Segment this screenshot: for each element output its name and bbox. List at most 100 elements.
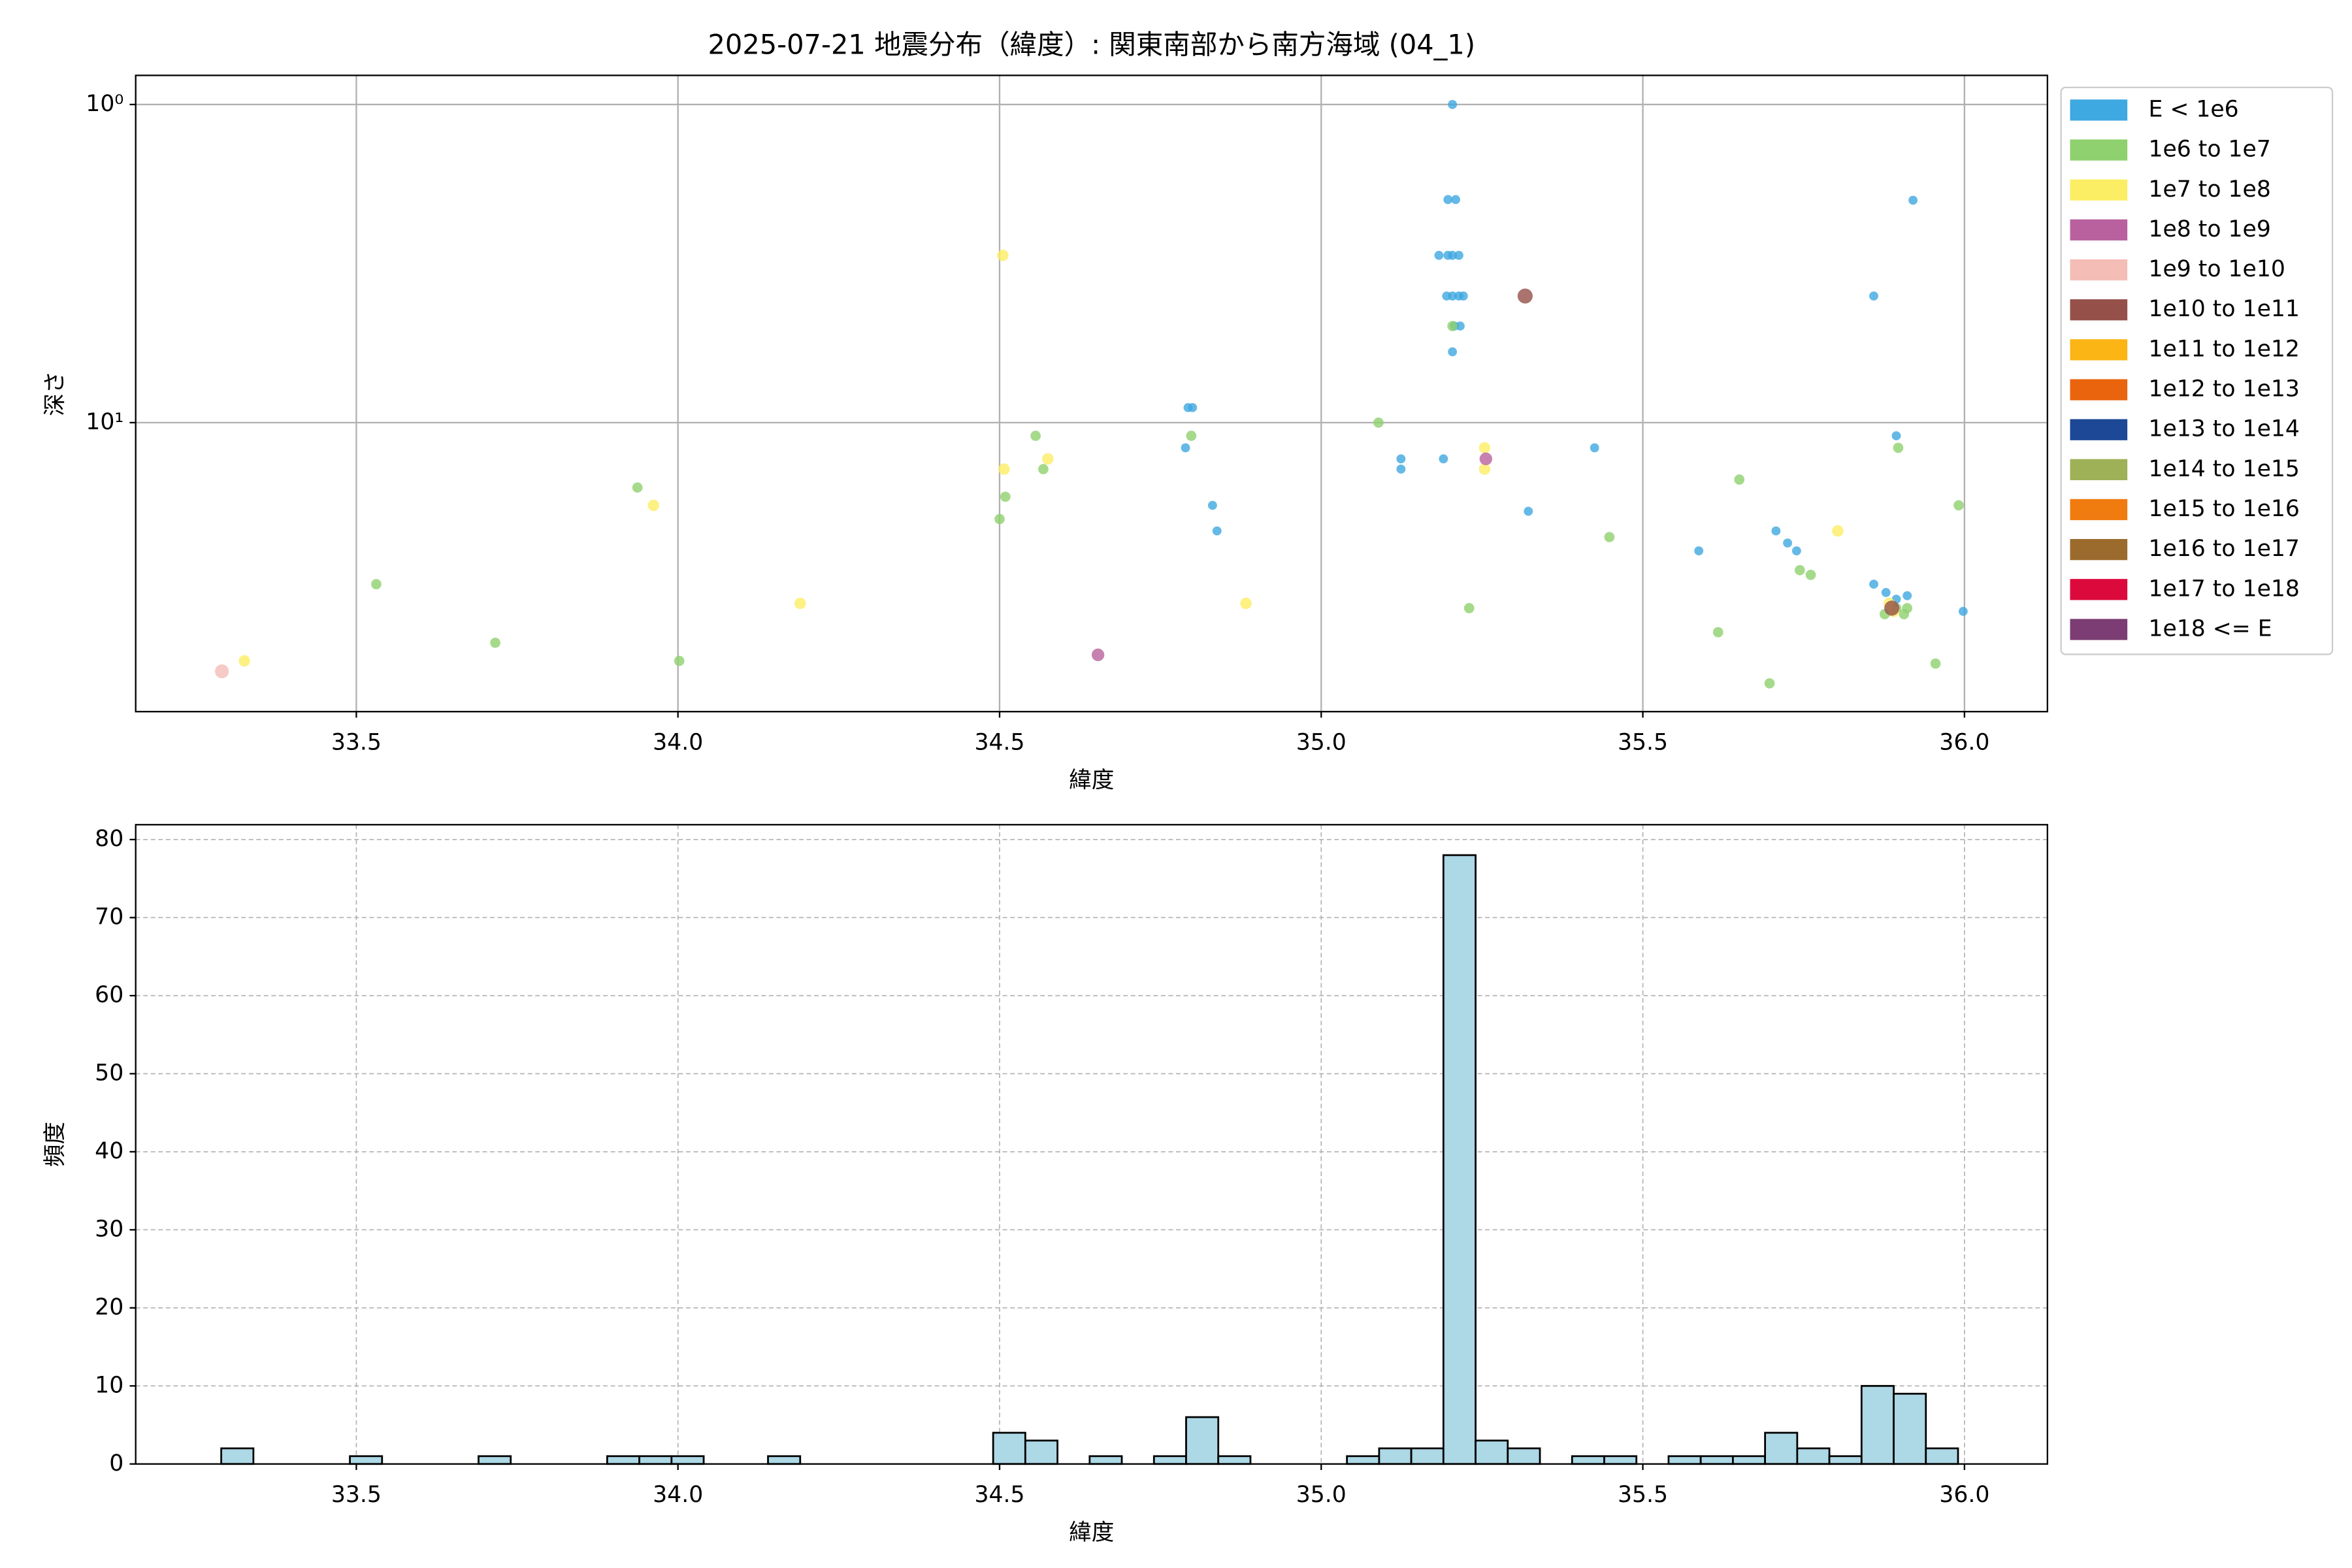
point: [1832, 525, 1844, 537]
legend-label: 1e13 to 1e14: [2148, 416, 2299, 442]
bar: [767, 1455, 802, 1465]
legend-label: 1e7 to 1e8: [2148, 176, 2270, 203]
legend-label: 1e12 to 1e13: [2148, 376, 2299, 402]
point: [1434, 250, 1444, 260]
point: [1771, 526, 1781, 536]
point: [1694, 546, 1704, 556]
bar: [1442, 854, 1477, 1465]
point: [1930, 658, 1941, 669]
legend-label: 1e14 to 1e15: [2148, 456, 2299, 482]
bar: [670, 1455, 705, 1465]
y-tick-label: 40: [95, 1138, 123, 1164]
point: [1448, 291, 1458, 301]
point: [1881, 587, 1891, 597]
legend-label: 1e16 to 1e17: [2148, 536, 2299, 562]
legend-swatch: [2070, 579, 2128, 600]
y-axis-label: 深さ: [42, 371, 68, 416]
point: [1478, 442, 1491, 454]
y-axis-label: 頻度: [42, 1122, 68, 1167]
point: [1186, 431, 1197, 441]
legend-swatch: [2070, 619, 2128, 640]
point: [1447, 321, 1458, 331]
legend-swatch: [2070, 99, 2128, 121]
legend-swatch: [2070, 219, 2128, 241]
point: [1869, 291, 1878, 301]
point: [1038, 464, 1049, 474]
point: [1448, 347, 1458, 357]
bar: [1667, 1455, 1702, 1465]
legend-swatch: [2070, 259, 2128, 281]
point: [1207, 500, 1217, 510]
point: [1451, 195, 1460, 204]
point: [1463, 602, 1475, 613]
point: [1091, 648, 1105, 662]
point: [1893, 442, 1904, 453]
point: [1212, 526, 1222, 536]
point: [1479, 452, 1493, 466]
point: [1712, 627, 1723, 638]
bar: [1088, 1455, 1123, 1465]
bar: [606, 1455, 640, 1465]
x-tick-label: 33.5: [331, 730, 382, 756]
legend-label: 1e6 to 1e7: [2148, 137, 2270, 163]
bar: [1603, 1455, 1638, 1465]
point: [1396, 465, 1406, 474]
bar: [638, 1455, 673, 1465]
point: [1524, 506, 1533, 516]
bar: [1893, 1392, 1927, 1465]
chart-title: 2025-07-21 地震分布（緯度）: 関東南部から南方海域 (04_1): [708, 29, 1476, 61]
bar: [478, 1455, 512, 1465]
legend-label: 1e9 to 1e10: [2148, 256, 2285, 282]
bar: [1507, 1447, 1541, 1465]
point: [238, 655, 250, 667]
point: [647, 499, 660, 512]
bar: [1732, 1455, 1767, 1465]
point: [1590, 443, 1599, 453]
x-tick-label: 34.5: [974, 1482, 1024, 1508]
point: [1869, 580, 1878, 589]
x-tick-label: 35.0: [1296, 1482, 1347, 1508]
point: [1443, 195, 1453, 204]
x-tick-label: 34.0: [653, 1482, 703, 1508]
point: [1891, 431, 1901, 440]
point: [1908, 195, 1918, 205]
point: [1456, 321, 1465, 331]
point: [1884, 600, 1900, 616]
legend-label: 1e10 to 1e11: [2148, 296, 2299, 322]
point: [794, 597, 806, 610]
point: [632, 482, 643, 493]
point: [1958, 606, 1968, 616]
point: [490, 637, 500, 648]
x-tick-label: 35.5: [1618, 1482, 1668, 1508]
point: [1181, 443, 1190, 453]
point: [674, 655, 685, 666]
legend-swatch: [2070, 379, 2128, 400]
point: [1764, 678, 1775, 689]
bar: [1217, 1455, 1252, 1465]
point: [1953, 500, 1964, 511]
legend-label: 1e8 to 1e9: [2148, 216, 2270, 242]
legend-label: 1e11 to 1e12: [2148, 336, 2299, 362]
y-tick-label: 10¹: [86, 409, 123, 435]
legend-swatch: [2070, 498, 2128, 521]
point: [1794, 564, 1805, 576]
point: [1454, 250, 1463, 260]
y-tick-label: 10⁰: [86, 91, 123, 117]
x-tick-label: 34.5: [974, 730, 1024, 756]
bar: [1828, 1455, 1863, 1465]
axes-frame: [135, 74, 2048, 713]
point: [1396, 454, 1406, 464]
legend-swatch: [2070, 139, 2128, 161]
point: [997, 250, 1009, 261]
point: [1448, 250, 1458, 260]
bar: [1925, 1447, 1959, 1465]
y-tick-label: 70: [95, 904, 123, 930]
x-axis-label: 緯度: [1069, 1520, 1114, 1546]
bar: [1475, 1439, 1509, 1465]
point: [1458, 291, 1468, 301]
bar: [349, 1455, 384, 1465]
bar: [1024, 1439, 1058, 1465]
point: [1478, 463, 1491, 475]
